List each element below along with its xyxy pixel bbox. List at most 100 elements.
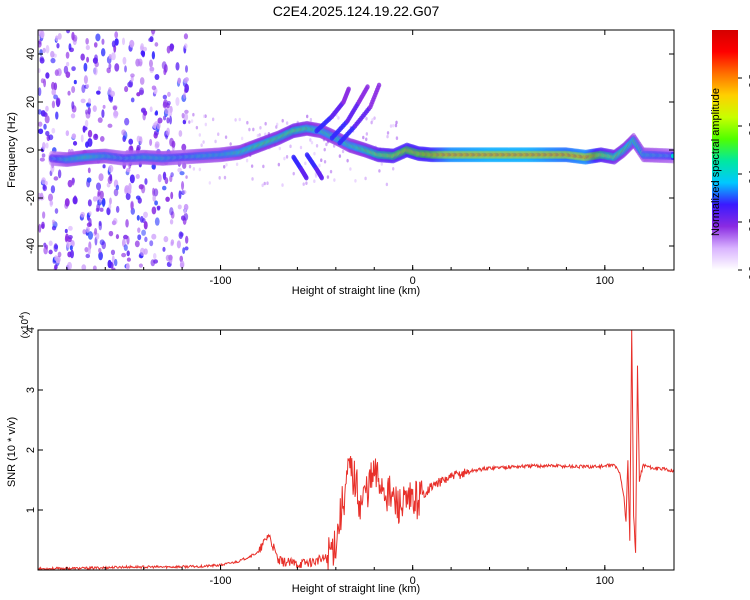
- noise-speckle: [54, 69, 59, 77]
- noise-speckle: [85, 83, 90, 89]
- noise-speckle: [238, 117, 241, 122]
- noise-speckle: [167, 111, 173, 117]
- noise-speckle: [71, 101, 75, 110]
- noise-speckle: [42, 211, 46, 219]
- noise-speckle: [184, 83, 189, 93]
- noise-speckle: [68, 225, 73, 231]
- noise-speckle: [98, 173, 104, 182]
- noise-speckle: [141, 108, 146, 114]
- noise-speckle: [320, 158, 323, 162]
- spectrogram-x-axis-label: Height of straight line (km): [292, 285, 420, 297]
- noise-speckle: [38, 68, 41, 73]
- noise-speckle: [40, 30, 45, 39]
- noise-speckle: [234, 118, 237, 122]
- noise-speckle: [83, 75, 88, 84]
- noise-speckle: [142, 46, 148, 52]
- noise-speckle: [177, 167, 182, 173]
- noise-speckle: [195, 125, 199, 130]
- noise-speckle: [65, 71, 71, 78]
- noise-speckle: [38, 109, 42, 115]
- noise-speckle: [87, 129, 93, 138]
- noise-speckle: [92, 57, 98, 64]
- spectrogram-x-tick-label: -100: [210, 275, 232, 287]
- noise-speckle: [39, 157, 45, 162]
- noise-speckle: [222, 165, 226, 169]
- noise-speckle: [72, 196, 78, 205]
- noise-speckle: [154, 217, 160, 226]
- noise-speckle: [171, 140, 176, 148]
- noise-speckle: [309, 138, 312, 142]
- noise-speckle: [71, 66, 76, 72]
- noise-speckle: [114, 63, 120, 72]
- noise-speckle: [122, 56, 127, 65]
- snr-x-axis-label: Height of straight line (km): [292, 583, 420, 595]
- noise-speckle: [98, 251, 103, 261]
- noise-speckle: [83, 62, 88, 72]
- noise-speckle: [309, 117, 313, 122]
- noise-speckle: [167, 91, 171, 97]
- noise-speckle: [42, 47, 46, 54]
- noise-speckle: [326, 175, 330, 179]
- noise-speckle: [178, 190, 182, 200]
- noise-speckle: [341, 149, 345, 154]
- noise-speckle: [139, 136, 143, 145]
- noise-speckle: [150, 259, 156, 267]
- noise-speckle: [108, 54, 112, 59]
- noise-speckle: [126, 257, 131, 262]
- noise-speckle: [99, 190, 104, 200]
- spectrogram-y-tick-label: 20: [25, 96, 37, 108]
- noise-speckle: [170, 239, 175, 246]
- noise-speckle: [217, 132, 220, 137]
- noise-speckle: [137, 227, 141, 233]
- snr-y-tick-label: 4: [25, 327, 37, 333]
- noise-speckle: [129, 39, 135, 48]
- noise-speckle: [80, 53, 85, 61]
- noise-speckle: [166, 100, 171, 106]
- snr-panel: -100 0 100 1 2 3 4 Height of straight line (k…: [6, 312, 675, 595]
- noise-speckle: [165, 254, 171, 262]
- noise-speckle: [314, 174, 318, 178]
- noise-speckle: [144, 178, 148, 185]
- noise-speckle: [38, 121, 43, 127]
- noise-speckle: [72, 141, 78, 146]
- noise-speckle: [365, 137, 368, 142]
- colorbar-tick-label: 0.4: [748, 170, 750, 184]
- noise-speckle: [166, 45, 171, 54]
- colorbar: 0.0 0.2 0.4 0.6 0.8 Normalized spectral ampl…: [710, 30, 750, 280]
- noise-speckle: [102, 164, 106, 169]
- noise-speckle: [313, 151, 316, 156]
- noise-speckle: [318, 163, 321, 168]
- noise-speckle: [140, 50, 146, 56]
- noise-speckle: [49, 200, 54, 206]
- noise-speckle: [69, 245, 73, 251]
- noise-speckle: [169, 115, 172, 125]
- noise-speckle: [395, 136, 399, 141]
- noise-speckle: [292, 171, 295, 176]
- noise-speckle: [114, 31, 119, 39]
- noise-speckle: [299, 145, 303, 150]
- noise-speckle: [135, 174, 140, 180]
- noise-speckle: [329, 169, 333, 174]
- noise-speckle: [80, 211, 85, 218]
- snr-x-tick-label: 0: [410, 575, 416, 587]
- noise-speckle: [40, 110, 46, 117]
- spectrogram-y-ticks: -40 -20 0 20 40: [25, 48, 674, 254]
- noise-speckle: [125, 192, 131, 201]
- noise-speckle: [182, 247, 186, 255]
- noise-speckle: [164, 106, 170, 115]
- noise-speckle: [53, 94, 59, 100]
- noise-speckle: [48, 134, 54, 141]
- noise-speckle: [149, 240, 154, 247]
- noise-speckle: [198, 167, 202, 172]
- noise-speckle: [111, 52, 116, 61]
- noise-speckle: [82, 125, 86, 133]
- noise-speckle: [385, 182, 389, 187]
- noise-speckle: [86, 177, 92, 183]
- noise-speckle: [126, 235, 130, 245]
- noise-speckle: [43, 242, 47, 248]
- noise-speckle: [97, 117, 103, 123]
- noise-speckle: [169, 207, 174, 216]
- noise-speckle: [45, 142, 49, 149]
- noise-speckle: [42, 141, 46, 150]
- noise-speckle: [185, 235, 189, 244]
